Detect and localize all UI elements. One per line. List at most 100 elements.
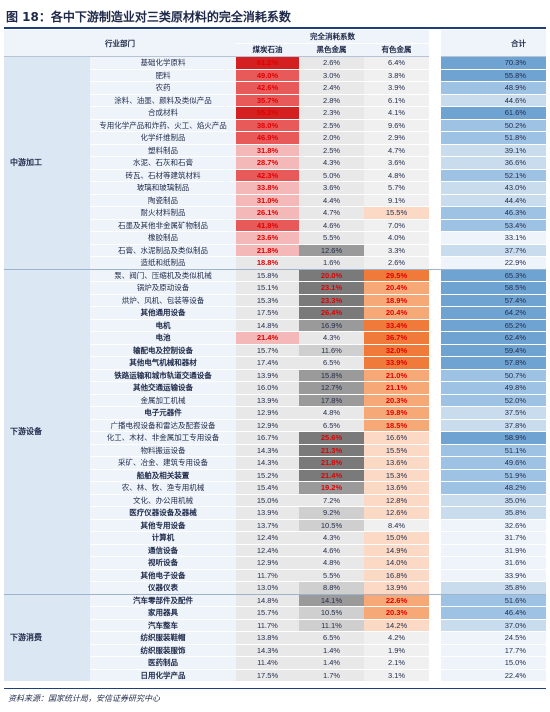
table-row: 医疗仪器设备及器械 13.9% 9.2% 12.6% 35.8% <box>4 506 546 519</box>
total-cell: 37.7% <box>441 244 546 257</box>
metal-cell: 4.3% <box>299 156 364 169</box>
column-gap <box>429 631 441 644</box>
column-gap <box>429 494 441 507</box>
nonferrous-cell: 3.9% <box>364 81 429 94</box>
industry-cell: 塑料制品 <box>90 144 236 157</box>
coal-cell: 42.3% <box>236 169 299 182</box>
industry-cell: 采矿、冶金、建筑专用设备 <box>90 456 236 469</box>
nonferrous-cell: 15.5% <box>364 444 429 457</box>
industry-cell: 仪器仪表 <box>90 581 236 594</box>
table-row: 涂料、油墨、颜料及类似产品 35.7% 2.8% 6.1% 44.6% <box>4 94 546 107</box>
column-gap <box>429 656 441 669</box>
coal-cell: 31.0% <box>236 194 299 207</box>
metal-cell: 2.4% <box>299 81 364 94</box>
table-row: 石墨及其他非金属矿物制品 41.8% 4.6% 7.0% 53.4% <box>4 219 546 232</box>
metal-cell: 4.3% <box>299 531 364 544</box>
column-gap <box>429 419 441 432</box>
nonferrous-cell: 15.0% <box>364 531 429 544</box>
coal-cell: 12.9% <box>236 556 299 569</box>
total-cell: 46.4% <box>441 606 546 619</box>
coal-cell: 49.0% <box>236 69 299 82</box>
industry-cell: 烘炉、风机、包装等设备 <box>90 294 236 307</box>
section-label: 下游设备 <box>4 268 90 594</box>
coal-cell: 11.7% <box>236 619 299 632</box>
total-cell: 52.1% <box>441 169 546 182</box>
column-gap <box>429 268 441 282</box>
header-industry: 行业部门 <box>4 30 236 57</box>
nonferrous-cell: 21.0% <box>364 369 429 382</box>
column-gap <box>429 206 441 219</box>
coal-cell: 28.7% <box>236 156 299 169</box>
industry-cell: 物料搬运设备 <box>90 444 236 457</box>
industry-cell: 汽车整车 <box>90 619 236 632</box>
total-cell: 55.8% <box>441 69 546 82</box>
total-cell: 61.6% <box>441 106 546 119</box>
total-cell: 59.4% <box>441 344 546 357</box>
metal-cell: 21.4% <box>299 469 364 482</box>
industry-cell: 涂料、油墨、颜料及类似产品 <box>90 94 236 107</box>
table-row: 文化、办公用机械 15.0% 7.2% 12.8% 35.0% <box>4 494 546 507</box>
total-cell: 37.0% <box>441 619 546 632</box>
nonferrous-cell: 36.7% <box>364 331 429 344</box>
column-gap <box>429 219 441 232</box>
coal-cell: 31.8% <box>236 144 299 157</box>
nonferrous-cell: 3.1% <box>364 669 429 682</box>
coal-cell: 17.5% <box>236 306 299 319</box>
metal-cell: 9.2% <box>299 506 364 519</box>
column-gap <box>429 244 441 257</box>
industry-cell: 化工、木材、非金属加工专用设备 <box>90 431 236 444</box>
total-cell: 48.2% <box>441 481 546 494</box>
nonferrous-cell: 3.6% <box>364 156 429 169</box>
industry-cell: 电子元器件 <box>90 406 236 419</box>
total-cell: 31.7% <box>441 531 546 544</box>
industry-cell: 化学纤维制品 <box>90 131 236 144</box>
industry-cell: 铁路运输和城市轨道交通设备 <box>90 369 236 382</box>
total-cell: 22.4% <box>441 669 546 682</box>
coal-cell: 12.9% <box>236 406 299 419</box>
coal-cell: 13.9% <box>236 506 299 519</box>
table-row: 汽车整车 11.7% 11.1% 14.2% 37.0% <box>4 619 546 632</box>
coal-cell: 16.0% <box>236 381 299 394</box>
nonferrous-cell: 4.2% <box>364 631 429 644</box>
total-cell: 37.5% <box>441 406 546 419</box>
table-row: 砖瓦、石材等建筑材料 42.3% 5.0% 4.8% 52.1% <box>4 169 546 182</box>
column-gap <box>429 569 441 582</box>
industry-cell: 其他交通运输设备 <box>90 381 236 394</box>
column-gap <box>429 256 441 269</box>
nonferrous-cell: 1.9% <box>364 644 429 657</box>
table-row: 玻璃和玻璃制品 33.8% 3.6% 5.7% 43.0% <box>4 181 546 194</box>
metal-cell: 5.5% <box>299 569 364 582</box>
metal-cell: 19.2% <box>299 481 364 494</box>
nonferrous-cell: 13.6% <box>364 456 429 469</box>
industry-cell: 汽车零部件及配件 <box>90 593 236 607</box>
coal-cell: 61.2% <box>236 56 299 69</box>
table-row: 纺织服装服饰 14.3% 1.4% 1.9% 17.7% <box>4 644 546 657</box>
total-cell: 35.8% <box>441 581 546 594</box>
column-gap <box>429 81 441 94</box>
coal-cell: 11.4% <box>236 656 299 669</box>
coal-cell: 12.4% <box>236 531 299 544</box>
column-gap <box>429 444 441 457</box>
nonferrous-cell: 3.3% <box>364 244 429 257</box>
coal-cell: 12.4% <box>236 544 299 557</box>
column-gap <box>429 69 441 82</box>
table-row: 肥料 49.0% 3.0% 3.8% 55.8% <box>4 69 546 82</box>
table-row: 计算机 12.4% 4.3% 15.0% 31.7% <box>4 531 546 544</box>
total-cell: 49.8% <box>441 381 546 394</box>
metal-cell: 8.8% <box>299 581 364 594</box>
column-gap <box>429 431 441 444</box>
nonferrous-cell: 3.8% <box>364 69 429 82</box>
total-cell: 44.6% <box>441 94 546 107</box>
table-row: 水泥、石灰和石膏 28.7% 4.3% 3.6% 36.6% <box>4 156 546 169</box>
coal-cell: 15.4% <box>236 481 299 494</box>
nonferrous-cell: 15.5% <box>364 206 429 219</box>
coal-cell: 46.9% <box>236 131 299 144</box>
table-row: 农药 42.6% 2.4% 3.9% 48.9% <box>4 81 546 94</box>
coal-cell: 21.8% <box>236 244 299 257</box>
nonferrous-cell: 20.3% <box>364 606 429 619</box>
nonferrous-cell: 29.5% <box>364 268 429 282</box>
industry-cell: 橡胶制品 <box>90 231 236 244</box>
coal-cell: 35.7% <box>236 94 299 107</box>
table-row: 电子元器件 12.9% 4.8% 19.8% 37.5% <box>4 406 546 419</box>
total-cell: 51.9% <box>441 469 546 482</box>
